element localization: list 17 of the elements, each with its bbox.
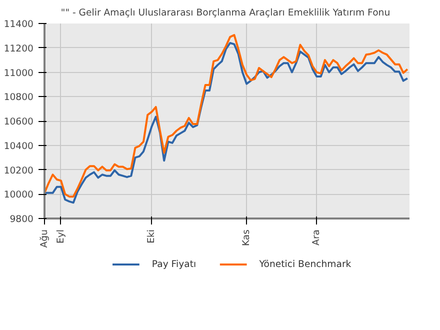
- y-tick-label: 10800: [4, 92, 34, 104]
- y-tick-label: 9800: [10, 214, 34, 225]
- y-tick-label: 11000: [4, 68, 34, 79]
- x-tick-label: Eki: [146, 229, 158, 244]
- x-tick-label: Ara: [311, 229, 322, 246]
- x-tick-label: Ağu: [39, 229, 50, 248]
- chart-title: "" - Gelir Amaçlı Uluslararası Borçlanma Araçları Emeklilik Yatırım Fonu: [60, 8, 390, 18]
- y-tick-label: 11200: [4, 43, 34, 54]
- legend-label: Pay Fiyatı: [152, 259, 196, 270]
- y-tick-label: 11400: [4, 19, 34, 30]
- y-tick-label: 10200: [4, 165, 34, 176]
- x-tick-label: Kas: [241, 229, 252, 246]
- x-tick-label: Eyl: [55, 229, 66, 244]
- y-tick-label: 10400: [4, 140, 34, 152]
- legend-label: Yönetici Benchmark: [258, 259, 352, 270]
- y-tick-label: 10000: [4, 190, 34, 201]
- y-tick-label: 10600: [4, 116, 34, 128]
